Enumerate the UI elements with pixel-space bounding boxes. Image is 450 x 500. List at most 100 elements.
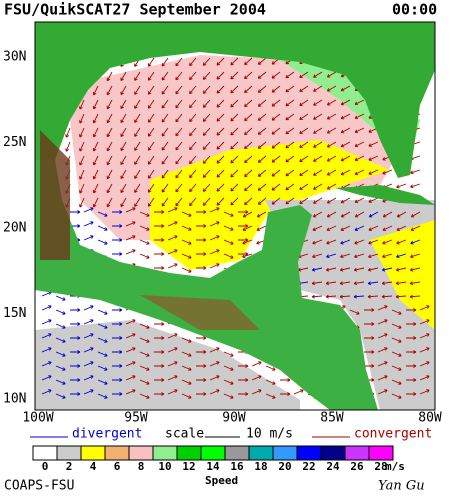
wind-arrow (196, 210, 207, 214)
lat-labels: 30N 25N 20N 15N 10N (3, 50, 26, 407)
wind-arrow (230, 127, 239, 136)
wind-arrow (139, 211, 150, 217)
wind-arrow (189, 141, 197, 151)
wind-arrow (238, 252, 249, 256)
wind-arrow (326, 113, 337, 120)
wind-arrow (154, 266, 165, 270)
wind-arrow (41, 305, 52, 311)
wind-arrow (368, 155, 379, 161)
wind-arrow (381, 281, 393, 286)
wind-arrow (189, 113, 197, 123)
wind-arrow (326, 71, 337, 78)
wind-arrow (189, 85, 197, 95)
wind-arrow (257, 197, 267, 205)
wind-arrow (189, 197, 197, 207)
wind-arrow (368, 211, 379, 218)
wind-arrow (410, 169, 421, 175)
wind-arrow (209, 221, 220, 227)
wind-arrow (299, 183, 309, 191)
wind-arrow (364, 336, 375, 340)
lat-label: 30N (3, 50, 26, 65)
wind-arrow (106, 141, 113, 152)
wind-arrow (244, 99, 253, 108)
wind-arrow (70, 364, 81, 368)
wind-arrow (326, 141, 337, 148)
wind-arrow (409, 294, 421, 299)
wind-arrow (419, 305, 430, 311)
wind-arrow (230, 85, 239, 94)
wind-arrow (112, 210, 123, 214)
wind-arrow (216, 57, 225, 66)
wind-arrow (271, 127, 281, 135)
wind-arrow (312, 225, 323, 231)
wind-arrow (147, 113, 155, 123)
wind-arrow (112, 322, 123, 326)
wind-arrow (230, 57, 239, 66)
wind-arrow (134, 85, 141, 95)
wind-arrow (147, 155, 155, 165)
colorbar-box (296, 445, 322, 461)
wind-arrow (326, 85, 337, 92)
wind-arrow (92, 183, 99, 194)
wind-arrow (125, 375, 136, 381)
wind-arrow (313, 155, 323, 162)
wind-arrow (181, 379, 192, 385)
wind-arrow (97, 323, 108, 329)
wind-arrow (396, 239, 407, 245)
wind-arrow (181, 267, 192, 273)
lon-label: 85W (320, 411, 344, 426)
wind-arrow (202, 85, 211, 94)
wind-arrow (106, 71, 113, 82)
wind-arrow (181, 253, 192, 259)
wind-arrow (271, 155, 281, 163)
wind-arrow (175, 71, 183, 81)
colorbar-label: 24 (326, 460, 340, 473)
wind-arrow (313, 197, 323, 204)
wind-arrow (154, 322, 165, 326)
wind-arrow (161, 99, 169, 109)
wind-arrow (139, 323, 150, 329)
wind-arrow (353, 281, 365, 286)
pacific-zone (35, 320, 300, 410)
wind-arrow (112, 364, 123, 368)
wind-arrow (391, 323, 402, 329)
wind-arrow (299, 99, 309, 107)
wind-arrow (175, 99, 183, 109)
wind-arrow (244, 127, 253, 136)
wind-arrow (230, 197, 239, 206)
wind-arrow (196, 336, 207, 340)
wind-arrow (340, 127, 351, 134)
wind-arrow (83, 319, 94, 325)
wind-arrow (79, 183, 85, 194)
colorbar-box (80, 445, 106, 461)
wind-arrow (92, 141, 99, 152)
colorbar-label: 22 (302, 460, 315, 473)
wind-arrow (377, 361, 388, 367)
central-america-land (35, 160, 378, 410)
wind-arrow (223, 211, 234, 217)
wind-arrow (139, 239, 150, 245)
wind-arrow (419, 319, 430, 325)
wind-arrow (209, 389, 220, 395)
wind-arrow (396, 183, 407, 189)
wind-arrow (175, 57, 183, 67)
wind-arrow (181, 239, 192, 245)
wind-arrow (216, 85, 225, 94)
wind-arrow (70, 308, 81, 312)
wind-arrow (244, 141, 253, 150)
wind-arrow (181, 225, 192, 231)
wind-arrow (83, 235, 94, 241)
wind-arrow (326, 197, 337, 204)
wind-arrow (120, 169, 127, 180)
wind-arrow (382, 169, 393, 175)
wind-arrow (230, 155, 239, 164)
wind-arrow (41, 375, 52, 381)
wind-arrow (92, 127, 99, 138)
wind-arrow (147, 127, 155, 137)
wind-arrow (326, 253, 337, 259)
wind-arrow (251, 361, 262, 367)
wind-arrow (244, 197, 253, 206)
wind-arrow (97, 239, 108, 245)
wind-arrow (340, 211, 351, 218)
wind-arrow (189, 155, 197, 165)
